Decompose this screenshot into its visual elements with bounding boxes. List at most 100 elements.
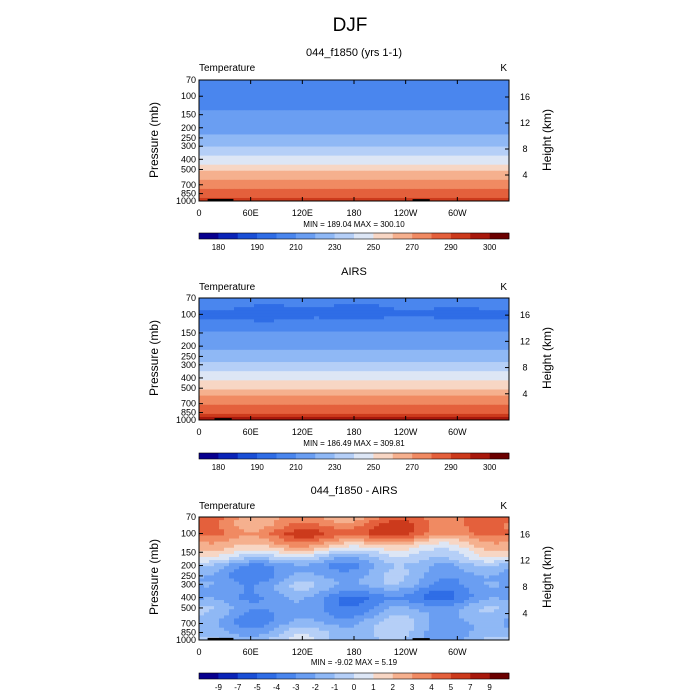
contour-cell — [484, 152, 490, 157]
contour-cell — [354, 83, 360, 87]
contour-cell — [389, 125, 395, 129]
contour-cell — [394, 131, 400, 135]
contour-cell — [499, 176, 505, 181]
colorbar-swatch — [489, 233, 510, 239]
contour-cell — [499, 322, 505, 326]
contour-cell — [199, 404, 205, 409]
contour-cell — [364, 116, 370, 120]
contour-cell — [219, 359, 225, 363]
contour-cell — [244, 389, 250, 393]
contour-cell — [479, 389, 485, 393]
contour-cell — [209, 407, 215, 412]
contour-cell — [329, 104, 335, 108]
contour-cell — [314, 343, 320, 348]
contour-cell — [364, 119, 370, 123]
contour-cell — [209, 116, 215, 120]
contour-cell — [379, 368, 385, 372]
contour-cell — [474, 128, 480, 132]
contour-cell — [284, 167, 290, 172]
contour-cell — [464, 167, 470, 172]
contour-cell — [344, 362, 350, 366]
contour-cell — [444, 170, 450, 175]
contour-cell — [324, 155, 330, 160]
contour-cell — [324, 146, 330, 150]
contour-cell — [489, 352, 495, 357]
contour-cell — [379, 161, 385, 166]
contour-cell — [279, 319, 285, 323]
contour-cell — [209, 304, 215, 308]
contour-cell — [464, 355, 470, 360]
contour-cell — [424, 185, 430, 190]
contour-cell — [304, 137, 310, 141]
contour-cell — [424, 328, 430, 332]
contour-cell — [429, 301, 435, 305]
contour-cell — [214, 334, 220, 339]
contour-cell — [469, 173, 475, 178]
contour-cell — [224, 134, 230, 138]
contour-cell — [419, 161, 425, 166]
contour-cell — [264, 104, 270, 108]
contour-cell — [464, 101, 470, 105]
contour-cell — [289, 131, 295, 135]
contour-cell — [319, 164, 325, 169]
contour-cell — [344, 197, 350, 202]
contour-cell — [309, 368, 315, 372]
contour-cell — [409, 319, 415, 323]
contour-cell — [324, 170, 330, 175]
contour-cell — [334, 167, 340, 172]
contour-cell — [494, 155, 500, 160]
contour-cell — [219, 110, 225, 114]
contour-cell — [389, 310, 395, 314]
contour-cell — [284, 125, 290, 129]
contour-cell — [459, 413, 465, 418]
contour-cell — [299, 334, 305, 339]
contour-cell — [434, 374, 440, 378]
contour-cell — [464, 377, 470, 381]
contour-cell — [344, 191, 350, 196]
colorbar-swatch — [392, 233, 413, 239]
contour-cell — [284, 188, 290, 193]
contour-cell — [234, 158, 240, 163]
contour-cell — [204, 140, 210, 144]
contour-cell — [379, 362, 385, 366]
contour-cell — [259, 140, 265, 144]
contour-cell — [249, 401, 255, 406]
contour-cell — [414, 410, 420, 415]
contour-cell — [274, 80, 280, 84]
contour-cell — [284, 143, 290, 147]
contour-cell — [214, 176, 220, 181]
contour-cell — [244, 334, 250, 339]
contour-cell — [439, 307, 445, 311]
contour-cell — [224, 307, 230, 311]
contour-cell — [269, 398, 275, 403]
contour-cell — [504, 158, 510, 163]
contour-cell — [234, 101, 240, 105]
contour-cell — [284, 104, 290, 108]
contour-cell — [219, 346, 225, 351]
contour-cell — [389, 334, 395, 339]
contour-cell — [329, 392, 335, 396]
contour-cell — [209, 404, 215, 409]
contour-cell — [339, 398, 345, 403]
contour-cell — [399, 413, 405, 418]
contour-cell — [349, 131, 355, 135]
contour-cell — [329, 152, 335, 157]
contour-cell — [204, 161, 210, 166]
contour-cell — [414, 164, 420, 169]
contour-cell — [469, 304, 475, 308]
contour-cell — [304, 398, 310, 403]
contour-cell — [379, 371, 385, 375]
contour-cell — [304, 125, 310, 129]
contour-cell — [284, 158, 290, 163]
contour-cell — [279, 322, 285, 326]
contour-cell — [219, 170, 225, 175]
contour-cell — [434, 146, 440, 150]
contour-cell — [359, 334, 365, 339]
contour-cell — [199, 407, 205, 412]
contour-cell — [364, 164, 370, 169]
contour-cell — [264, 182, 270, 187]
contour-cell — [279, 194, 285, 199]
contour-cell — [219, 149, 225, 153]
contour-cell — [494, 337, 500, 342]
contour-cell — [294, 110, 300, 114]
